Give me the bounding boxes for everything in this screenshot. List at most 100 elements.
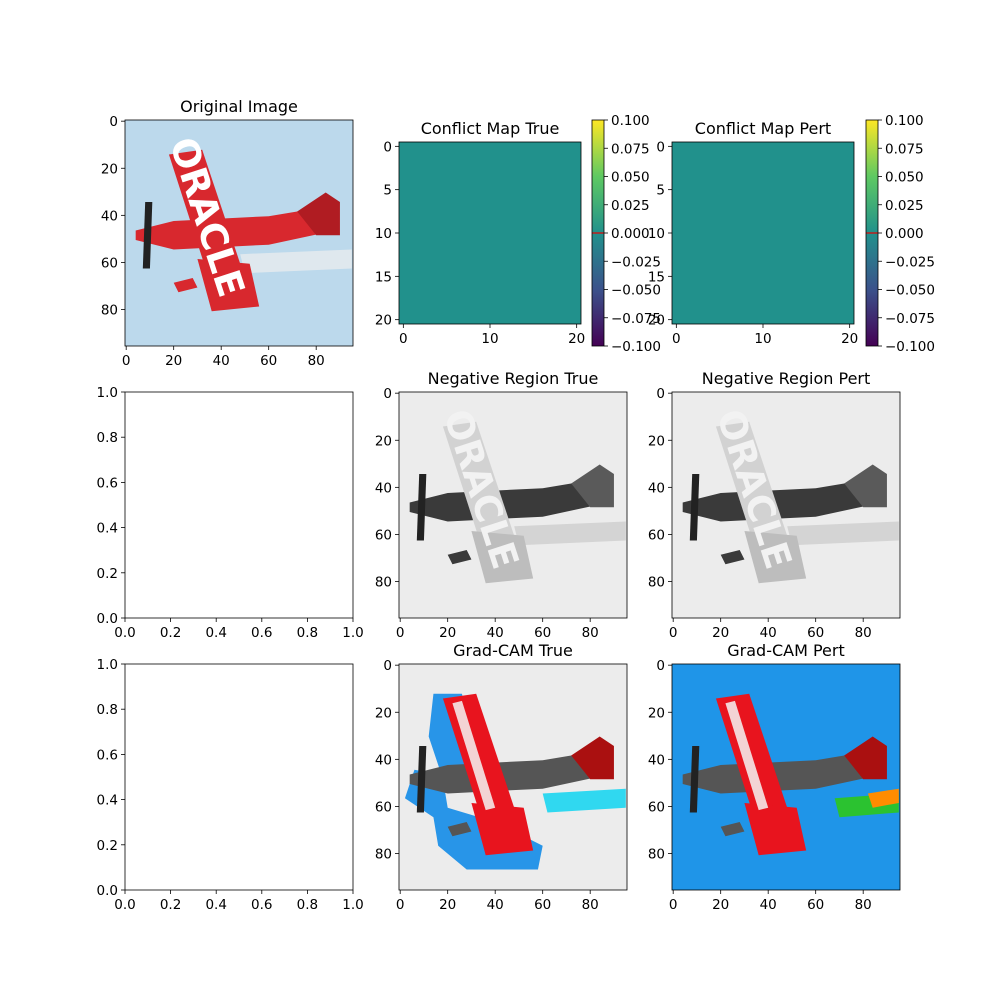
x-tick-label: 20 xyxy=(712,897,729,913)
x-tick-label: 0 xyxy=(396,625,405,641)
y-tick-label: 80 xyxy=(101,303,118,319)
axes-frame xyxy=(124,391,354,619)
x-tick-label: 20 xyxy=(439,897,456,913)
colorbar-conflict_pert: 0.100 0.075 0.050 0.025 0.000 −0.025 −0.050 −0.… xyxy=(865,113,935,355)
y-tick-label: 40 xyxy=(648,480,665,496)
lower-wing xyxy=(197,258,260,312)
subplot-gradcam_pert: 0 20 40 60 80 0 20 40 60 80 Grad-CAM Pert xyxy=(648,641,901,913)
axes-frame xyxy=(398,391,628,619)
colorbar-tick-label: −0.100 xyxy=(611,339,661,355)
landing-gear xyxy=(173,277,198,293)
x-tick-label: 20 xyxy=(712,625,729,641)
smoke-trail xyxy=(240,249,352,274)
x-tick-label: 0.6 xyxy=(251,897,272,913)
x-tick-label: 40 xyxy=(487,897,504,913)
y-tick-label: 0.4 xyxy=(97,793,118,809)
x-tick-label: 0 xyxy=(122,353,131,369)
gradcam-cyan-smoke xyxy=(542,788,626,813)
lower-wing xyxy=(744,530,807,584)
plot-area xyxy=(672,664,900,890)
axes-frame xyxy=(124,119,354,347)
colorbar-tick-label: −0.050 xyxy=(611,283,661,299)
fuselage xyxy=(135,206,336,250)
subplot-neg_pert: ORACLE 0 20 40 60 80 0 20 40 60 80 Negative Region … xyxy=(648,369,901,641)
tail-fin xyxy=(571,464,614,508)
colorbar-tick-label: 0.100 xyxy=(885,113,924,129)
colorbar-tick-label: −0.075 xyxy=(611,311,661,327)
axes-frame xyxy=(398,663,628,891)
colorbar-tick-label: 0.050 xyxy=(611,170,650,186)
x-tick-label: 0 xyxy=(669,897,678,913)
subplot-empty_2: 0.0 0.2 0.4 0.6 0.8 1.0 0.0 0.2 0.4 0.6 0.8 1.0 xyxy=(97,657,364,913)
y-tick-label: 0.0 xyxy=(97,611,118,627)
x-tick-label: 0.0 xyxy=(114,625,135,641)
y-tick-label: 60 xyxy=(375,799,392,815)
x-tick-label: 0 xyxy=(672,331,681,347)
y-tick-label: 15 xyxy=(375,269,392,285)
y-tick-label: 20 xyxy=(648,705,665,721)
colorbar-tick-label: −0.025 xyxy=(885,254,935,270)
plot-area: ORACLE xyxy=(672,392,900,618)
smoke-trail xyxy=(514,521,626,546)
plot-area: ORACLE xyxy=(399,392,627,618)
x-tick-label: 0.2 xyxy=(160,625,181,641)
upper-wing xyxy=(442,421,519,560)
subplot-title: Negative Region Pert xyxy=(702,369,871,388)
tail-fin xyxy=(297,192,340,236)
y-tick-label: 60 xyxy=(101,255,118,271)
propeller xyxy=(689,473,700,541)
x-tick-label: 80 xyxy=(855,897,872,913)
heatmap-cells xyxy=(399,142,581,324)
colorbar-tick-label: 0.075 xyxy=(885,141,924,157)
subplot-title: Conflict Map True xyxy=(421,119,560,138)
x-tick-label: 1.0 xyxy=(342,897,363,913)
subplot-conflict_true: 0 10 20 0 5 10 15 20 Conflict Map True xyxy=(375,119,585,347)
x-tick-label: 0.8 xyxy=(297,625,318,641)
y-tick-label: 20 xyxy=(375,433,392,449)
y-tick-label: 20 xyxy=(375,705,392,721)
y-tick-label: 0 xyxy=(109,114,118,130)
gradcam-highlight xyxy=(725,700,769,811)
y-tick-label: 80 xyxy=(648,575,665,591)
y-tick-label: 0.0 xyxy=(97,883,118,899)
x-tick-label: 60 xyxy=(807,897,824,913)
colorbar-tick-label: 0.100 xyxy=(611,113,650,129)
subplot-gradcam_true: 0 20 40 60 80 0 20 40 60 80 Grad-CAM True xyxy=(375,641,628,913)
propeller xyxy=(416,473,427,541)
y-tick-label: 0 xyxy=(383,139,392,155)
y-tick-label: 80 xyxy=(375,575,392,591)
x-tick-label: 0.0 xyxy=(114,897,135,913)
x-tick-label: 0.6 xyxy=(251,625,272,641)
landing-gear xyxy=(720,821,745,837)
plot-area xyxy=(125,392,353,618)
y-tick-label: 60 xyxy=(375,527,392,543)
y-tick-label: 5 xyxy=(383,183,392,199)
x-tick-label: 20 xyxy=(439,625,456,641)
x-tick-label: 80 xyxy=(582,897,599,913)
axes-frame xyxy=(671,391,901,619)
colorbar-tick-label: −0.050 xyxy=(885,283,935,299)
x-tick-label: 20 xyxy=(568,331,585,347)
landing-gear xyxy=(447,549,472,565)
empty-axes-background xyxy=(125,664,353,890)
landing-gear xyxy=(447,821,472,837)
subplot-title: Conflict Map Pert xyxy=(695,119,831,138)
x-tick-label: 40 xyxy=(760,897,777,913)
y-tick-label: 60 xyxy=(648,527,665,543)
subplot-title: Original Image xyxy=(180,97,298,116)
subplot-neg_true: ORACLE 0 20 40 60 80 0 20 40 60 80 Negative Region … xyxy=(375,369,628,641)
colorbar-conflict_true: 0.100 0.075 0.050 0.025 0.000 −0.025 −0.050 −0.… xyxy=(591,113,661,355)
y-tick-label: 80 xyxy=(375,847,392,863)
subplot-original: ORACLE 0 20 40 60 80 0 20 40 60 80 Original Image xyxy=(101,97,354,369)
colorbar-tick-label: 0.075 xyxy=(611,141,650,157)
x-tick-label: 0.4 xyxy=(205,625,226,641)
y-tick-label: 0.2 xyxy=(97,566,118,582)
subplot-empty_1: 0.0 0.2 0.4 0.6 0.8 1.0 0.0 0.2 0.4 0.6 0.8 1.0 xyxy=(97,385,364,641)
fuselage xyxy=(409,750,610,794)
y-tick-label: 0.4 xyxy=(97,521,118,537)
tail-fin xyxy=(844,736,887,780)
y-tick-label: 10 xyxy=(375,226,392,242)
x-tick-label: 10 xyxy=(481,331,498,347)
subplot-title: Grad-CAM True xyxy=(453,641,573,660)
